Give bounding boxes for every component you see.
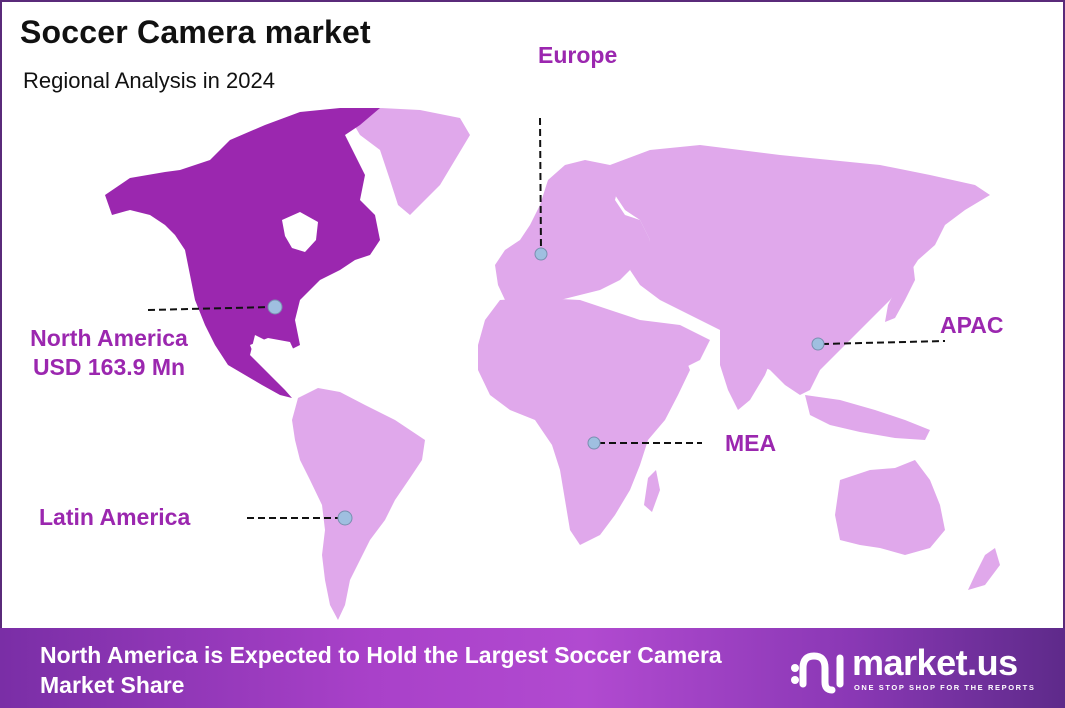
brand-logo[interactable]: market.us ONE STOP SHOP FOR THE REPORTS <box>790 642 1050 696</box>
india <box>720 330 775 410</box>
world-map <box>105 108 1000 620</box>
hudson-bay <box>282 212 318 252</box>
marker-latin-america-icon[interactable] <box>337 510 353 526</box>
region-apac[interactable] <box>610 145 990 395</box>
page-title: Soccer Camera market <box>20 14 371 50</box>
label-north-america: North America USD 163.9 Mn <box>14 324 204 382</box>
footer-banner: North America is Expected to Hold the La… <box>0 628 1065 708</box>
label-latin-america: Latin America <box>39 504 191 530</box>
madagascar <box>644 470 660 512</box>
label-europe: Europe <box>538 42 618 68</box>
arabia <box>640 320 710 370</box>
gulf-of-mexico <box>250 338 296 368</box>
region-mea[interactable] <box>478 298 690 545</box>
leader-line-europe <box>539 117 542 253</box>
page-subtitle: Regional Analysis in 2024 <box>23 68 275 93</box>
brand-tagline: ONE STOP SHOP FOR THE REPORTS <box>854 683 1036 692</box>
region-latin-america[interactable] <box>292 388 425 620</box>
region-europe[interactable] <box>495 160 650 302</box>
se-asia-islands <box>805 395 930 440</box>
japan <box>885 255 915 322</box>
marker-mea-icon[interactable] <box>587 436 601 450</box>
marker-apac-icon[interactable] <box>811 337 825 351</box>
marker-europe-icon[interactable] <box>534 247 548 261</box>
footer-headline: North America is Expected to Hold the La… <box>40 642 722 698</box>
market-us-logo-icon <box>791 652 844 694</box>
label-north-america-value: USD 163.9 Mn <box>32 354 186 380</box>
new-zealand <box>968 548 1000 590</box>
leader-line-apac <box>821 340 946 345</box>
leader-line-north-america <box>147 306 273 311</box>
region-greenland <box>350 108 470 215</box>
marker-north-america-icon[interactable] <box>267 299 283 315</box>
label-mea: MEA <box>725 430 777 456</box>
region-north-america[interactable] <box>105 108 380 398</box>
brand-name: market.us <box>852 642 1018 683</box>
label-north-america-name: North America <box>30 325 188 351</box>
australia <box>835 460 945 555</box>
label-apac: APAC <box>940 312 1004 338</box>
